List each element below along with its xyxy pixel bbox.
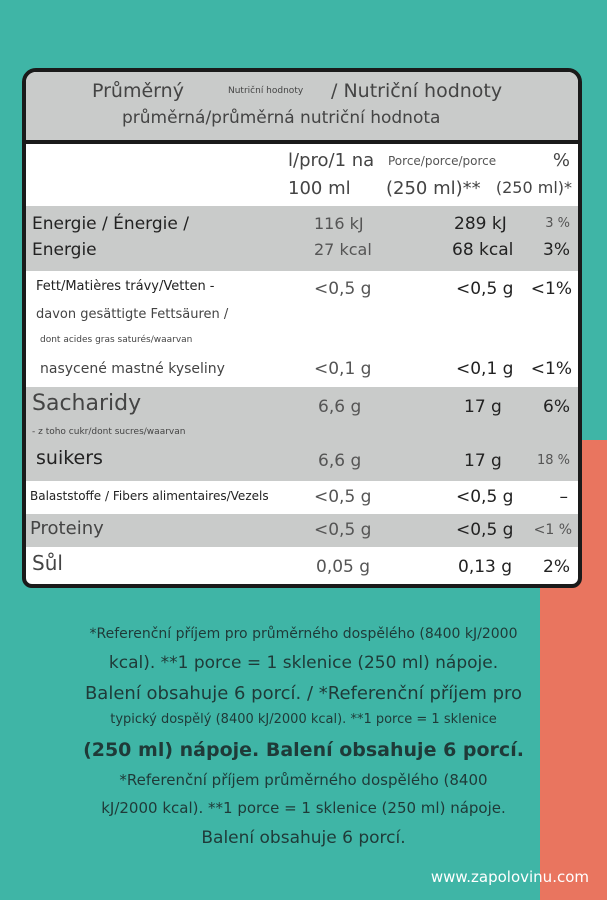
label: davon gesättigte Fettsäuren / xyxy=(36,307,229,322)
value-per100: <0,5 g xyxy=(314,279,372,299)
label: Sůl xyxy=(32,551,63,575)
value-portion: 17 g xyxy=(464,397,502,417)
footer-text: *Referenční příjem pro průměrného dospěl… xyxy=(89,626,518,642)
value-portion: 0,13 g xyxy=(458,557,513,577)
row-protein: Proteiny <0,5 g <0,5 g <1 % xyxy=(26,514,578,547)
label: dont acides gras saturés/waarvan xyxy=(40,335,193,345)
value-per100: <0,5 g xyxy=(314,487,372,507)
row-fat: Fett/Matières trávy/Vetten - <0,5 g <0,5… xyxy=(26,271,578,387)
value-ri: 6% xyxy=(543,397,570,417)
value-portion: 17 g xyxy=(464,451,502,471)
label: Energie / Énergie / xyxy=(32,214,189,234)
footer-text: Balení obsahuje 6 porcí. xyxy=(201,828,406,848)
row-energy: Energie / Énergie / Energie 116 kJ 27 kc… xyxy=(26,206,578,271)
value-ri: 3% xyxy=(543,240,570,260)
value-per100: 116 kJ xyxy=(314,214,364,233)
value-portion: <0,5 g xyxy=(456,520,514,540)
value-ri: <1% xyxy=(530,279,572,299)
value-per100: <0,1 g xyxy=(314,359,372,379)
footer-text: (250 ml) nápoje. Balení obsahuje 6 porcí… xyxy=(83,739,524,761)
value-portion: <0,1 g xyxy=(456,359,514,379)
footer-text: kJ/2000 kcal). **1 porce = 1 sklenice (2… xyxy=(101,799,506,817)
header-subtitle: průměrná/průměrná nutriční hodnota xyxy=(122,108,441,128)
value-ri: 18 % xyxy=(536,453,570,468)
value-ri: <1 % xyxy=(533,522,572,538)
label: Balaststoffe / Fibers alimentaires/Vezel… xyxy=(30,489,269,503)
value-per100: 0,05 g xyxy=(316,557,371,577)
col-per100: l/pro/1 na xyxy=(288,150,375,171)
col-per100-unit: 100 ml xyxy=(288,178,351,199)
value-ri: 3 % xyxy=(545,216,570,231)
value-portion: <0,5 g xyxy=(456,487,514,507)
header-title-left: Průměrný xyxy=(92,80,184,102)
value-portion: 68 kcal xyxy=(452,240,514,260)
table-header: Průměrný Nutriční hodnoty / Nutriční hod… xyxy=(26,72,578,144)
label: Energie xyxy=(32,240,97,260)
value-per100: 6,6 g xyxy=(318,451,362,471)
value-ri: <1% xyxy=(530,359,572,379)
column-headers: l/pro/1 na 100 ml Porce/porce/porce (250… xyxy=(26,144,578,206)
footer-text: Balení obsahuje 6 porcí. / *Referenční p… xyxy=(84,683,523,704)
label: Sacharidy xyxy=(32,391,142,416)
value-portion: <0,5 g xyxy=(456,279,514,299)
value-ri: 2% xyxy=(543,557,570,577)
footer-text: typický dospělý (8400 kJ/2000 kcal). **1… xyxy=(110,712,497,727)
label: suikers xyxy=(36,447,103,469)
footer-text: kcal). **1 porce = 1 sklenice (250 ml) n… xyxy=(108,653,499,673)
row-carbohydrates: Sacharidy 6,6 g 17 g 6% - z toho cukr/do… xyxy=(26,387,578,481)
value-per100: 27 kcal xyxy=(314,240,372,259)
value-portion: 289 kJ xyxy=(454,214,507,234)
row-fiber: Balaststoffe / Fibers alimentaires/Vezel… xyxy=(26,481,578,514)
value-per100: <0,5 g xyxy=(314,520,372,540)
col-portion: Porce/porce/porce xyxy=(388,154,497,168)
label: - z toho cukr/dont sucres/waarvan xyxy=(32,427,186,437)
col-ri: % xyxy=(552,150,570,171)
value-per100: 6,6 g xyxy=(318,397,362,417)
header-title-right: / Nutriční hodnoty xyxy=(331,80,503,102)
col-ri-unit: (250 ml)* xyxy=(495,178,572,197)
header-small: Nutriční hodnoty xyxy=(228,86,304,96)
value-ri: – xyxy=(559,487,569,507)
label: Fett/Matières trávy/Vetten - xyxy=(36,279,215,294)
nutrition-table: Průměrný Nutriční hodnoty / Nutriční hod… xyxy=(22,68,582,588)
label: nasycené mastné kyseliny xyxy=(40,361,225,377)
label: Proteiny xyxy=(30,518,104,539)
watermark: www.zapolovinu.com xyxy=(430,868,589,886)
footer-text: *Referenční příjem průměrného dospělého … xyxy=(119,771,488,789)
col-portion-unit: (250 ml)** xyxy=(386,178,481,199)
row-salt: Sůl 0,05 g 0,13 g 2% xyxy=(26,547,578,584)
